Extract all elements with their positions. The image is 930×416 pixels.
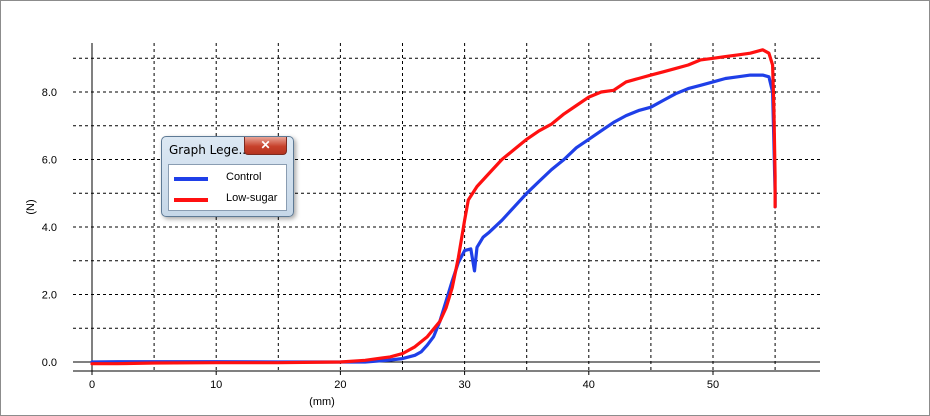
y-tick-label: 0.0 [42, 357, 57, 369]
y-tick-label: 6.0 [42, 155, 57, 167]
legend-item-control: Control [169, 168, 286, 188]
legend-body: Control Low-sugar [168, 164, 287, 211]
legend-label-low-sugar: Low-sugar [226, 192, 278, 204]
tick-labels: 0 10 20 30 40 50 0.0 2.0 4.0 6.0 8.0 [42, 87, 719, 391]
x-axis-title: (mm) [309, 396, 335, 408]
x-tick-label: 50 [707, 379, 719, 391]
y-axis-title: (N) [25, 199, 37, 214]
y-tick-label: 8.0 [42, 87, 57, 99]
legend-label-control: Control [226, 171, 262, 183]
x-tick-label: 10 [210, 379, 222, 391]
legend-item-low-sugar: Low-sugar [169, 189, 286, 209]
y-tick-label: 4.0 [42, 222, 57, 234]
legend-swatch-low-sugar [174, 198, 208, 202]
legend-window-title: Graph Lege... [169, 143, 250, 157]
x-tick-label: 0 [89, 379, 95, 391]
series-lines [90, 48, 777, 366]
x-tick-label: 30 [458, 379, 470, 391]
close-button[interactable]: ✕ [244, 137, 287, 155]
y-tick-label: 2.0 [42, 290, 57, 302]
series-line-low-sugar [90, 48, 777, 366]
series-line-control [90, 73, 777, 364]
graph-legend-window[interactable]: Graph Lege... ✕ Control Low-sugar [161, 136, 294, 217]
grid [73, 43, 820, 371]
close-icon: ✕ [260, 138, 271, 152]
x-tick-label: 40 [583, 379, 595, 391]
legend-swatch-control [174, 177, 208, 181]
x-tick-label: 20 [334, 379, 346, 391]
